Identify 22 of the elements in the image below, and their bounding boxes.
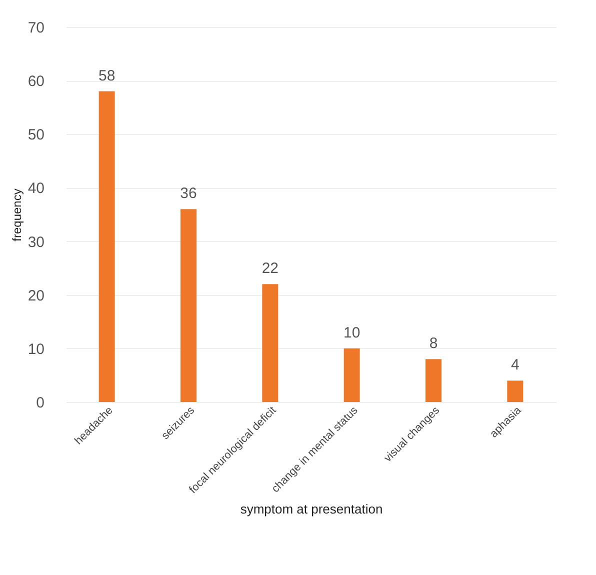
bar	[262, 284, 278, 402]
y-tick-label: 0	[36, 394, 44, 412]
bar	[507, 380, 524, 402]
y-axis-title: frequency	[10, 188, 24, 242]
y-tick-label: 20	[28, 287, 44, 304]
bar	[426, 359, 442, 402]
y-tick-label: 50	[28, 126, 44, 144]
y-tick-label: 60	[28, 73, 44, 90]
y-tick-label: 30	[28, 234, 44, 251]
data-label: 10	[343, 324, 360, 342]
data-label: 4	[510, 356, 520, 374]
y-tick-label: 40	[28, 180, 44, 198]
x-axis-title: symptom at presentation	[240, 501, 383, 516]
bar	[98, 91, 115, 402]
y-tick-label: 70	[28, 20, 44, 36]
bar	[344, 348, 360, 402]
bar	[180, 209, 196, 402]
data-label: 8	[429, 335, 438, 352]
data-label: 36	[180, 185, 197, 202]
y-tick-label: 10	[28, 340, 44, 358]
data-label: 22	[262, 260, 279, 278]
data-label: 58	[98, 67, 116, 84]
